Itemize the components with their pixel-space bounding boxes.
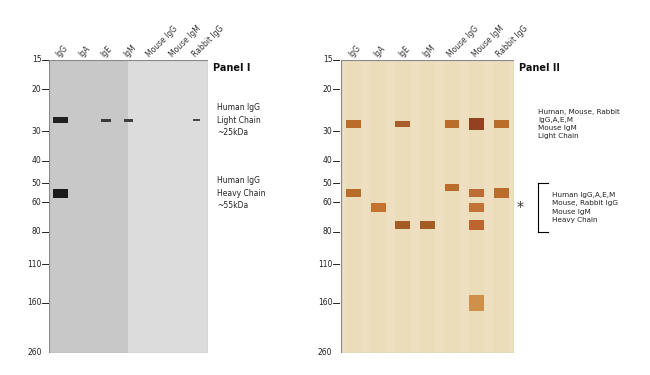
Text: Human IgG,A,E,M
Mouse, Rabbit IgG
Mouse IgM
Heavy Chain: Human IgG,A,E,M Mouse, Rabbit IgG Mouse … [552, 192, 618, 223]
Text: Rabbit IgG: Rabbit IgG [495, 24, 530, 59]
Text: Mouse IgM: Mouse IgM [470, 24, 506, 59]
Bar [494, 188, 508, 198]
Text: 30: 30 [322, 127, 332, 136]
Bar [444, 60, 460, 352]
Bar [395, 121, 410, 127]
Bar [101, 118, 111, 122]
Bar [53, 189, 68, 198]
Bar [445, 120, 460, 128]
Bar [346, 120, 361, 128]
Text: 260: 260 [318, 348, 332, 357]
Text: Mouse IgM: Mouse IgM [168, 24, 203, 59]
Text: 110: 110 [27, 260, 42, 269]
Text: 260: 260 [27, 348, 42, 357]
Text: 40: 40 [322, 156, 332, 165]
Bar [469, 203, 484, 211]
Bar [395, 60, 411, 352]
Bar [494, 120, 508, 128]
Bar [49, 60, 129, 352]
Text: 160: 160 [318, 298, 332, 307]
Bar [346, 60, 361, 352]
Text: Human, Mouse, Rabbit
IgG,A,E,M
Mouse IgM
Light Chain: Human, Mouse, Rabbit IgG,A,E,M Mouse IgM… [538, 109, 620, 140]
Text: IgE: IgE [396, 44, 411, 59]
Text: IgE: IgE [99, 44, 114, 59]
Text: Panel I: Panel I [213, 63, 250, 73]
Bar [53, 117, 68, 123]
Text: 40: 40 [32, 156, 42, 165]
Bar [370, 203, 385, 211]
Bar [395, 220, 410, 230]
Text: Panel II: Panel II [519, 63, 560, 73]
Text: IgA: IgA [77, 44, 92, 59]
Text: IgG: IgG [347, 44, 363, 59]
Text: Mouse IgG: Mouse IgG [446, 24, 480, 59]
Bar [124, 119, 133, 122]
Text: 15: 15 [32, 56, 42, 64]
Bar [370, 60, 386, 352]
Text: 80: 80 [323, 227, 332, 236]
Text: *: * [517, 200, 524, 214]
Bar [129, 60, 208, 352]
Text: 80: 80 [32, 227, 42, 236]
Text: IgG: IgG [54, 44, 70, 59]
Bar [193, 119, 200, 122]
Bar [419, 60, 436, 352]
Text: 60: 60 [32, 198, 42, 207]
Text: 60: 60 [322, 198, 332, 207]
Bar [469, 60, 484, 352]
Text: 50: 50 [322, 179, 332, 188]
Text: 15: 15 [323, 56, 332, 64]
Text: 20: 20 [323, 85, 332, 94]
Text: Rabbit IgG: Rabbit IgG [190, 24, 226, 59]
Text: IgM: IgM [122, 43, 138, 59]
Text: 30: 30 [32, 127, 42, 136]
Bar [445, 184, 460, 191]
Bar [469, 295, 484, 311]
Text: 50: 50 [32, 179, 42, 188]
Bar [469, 189, 484, 197]
Text: 110: 110 [318, 260, 332, 269]
Bar [346, 189, 361, 197]
Text: IgM: IgM [421, 43, 437, 59]
Text: 20: 20 [32, 85, 42, 94]
Text: Mouse IgG: Mouse IgG [145, 24, 179, 59]
Bar [420, 220, 435, 230]
Text: Human IgG
Heavy Chain
~55kDa: Human IgG Heavy Chain ~55kDa [217, 176, 266, 210]
Bar [469, 220, 484, 230]
Bar [469, 118, 484, 129]
Bar [493, 60, 509, 352]
Text: Human IgG
Light Chain
~25kDa: Human IgG Light Chain ~25kDa [217, 103, 261, 137]
Text: IgA: IgA [372, 44, 387, 59]
Text: 160: 160 [27, 298, 42, 307]
